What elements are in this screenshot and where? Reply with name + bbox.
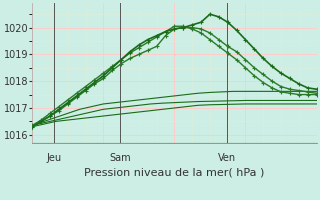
Text: Ven: Ven <box>218 153 236 163</box>
Text: Pression niveau de la mer( hPa ): Pression niveau de la mer( hPa ) <box>84 168 265 178</box>
Text: Jeu: Jeu <box>46 153 61 163</box>
Text: Sam: Sam <box>109 153 131 163</box>
